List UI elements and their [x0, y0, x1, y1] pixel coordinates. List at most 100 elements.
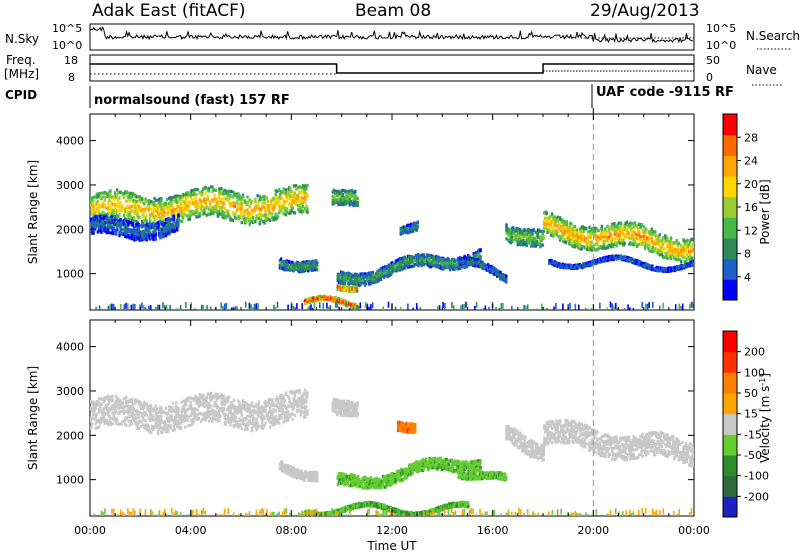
power-panel-cell — [597, 238, 600, 242]
power-panel-cell — [454, 259, 457, 263]
power-panel-cell — [256, 202, 259, 206]
power-panel-cell — [639, 237, 642, 241]
power-panel-cell — [114, 230, 118, 234]
power-panel-cell — [474, 260, 477, 264]
power-panel-cell — [648, 249, 651, 253]
power-panel-cell — [201, 191, 204, 196]
power-panel-cell — [275, 213, 279, 217]
power-panel-cell — [558, 238, 562, 242]
power-panel-cell — [615, 237, 618, 241]
power-panel-cell — [118, 220, 121, 224]
power-panel-cell — [108, 210, 111, 214]
power-panel-cell — [218, 210, 221, 214]
power-panel-cell — [577, 242, 580, 246]
power-panel-cell — [135, 237, 138, 241]
power-panel-cell — [359, 283, 362, 287]
power-panel-cell — [102, 226, 105, 230]
power-panel-cell — [509, 229, 513, 233]
power-panel-cell — [535, 239, 539, 244]
power-panel-cell — [258, 210, 262, 214]
power-panel-cell — [223, 188, 226, 193]
power-panel-cell — [472, 252, 475, 256]
power-panel-cell — [135, 199, 138, 203]
power-panel-cell — [284, 188, 288, 192]
power-panel-cell — [596, 242, 599, 246]
power-panel-cell — [136, 212, 139, 216]
power-panel-cell — [237, 192, 240, 196]
power-panel-cell — [691, 262, 694, 266]
power-panel-cell — [534, 244, 538, 248]
power-panel-cell — [572, 233, 575, 237]
power-panel-cell — [104, 191, 108, 195]
power-panel-cell — [267, 208, 271, 212]
power-panel-cell — [579, 228, 582, 232]
power-panel-cell — [595, 234, 598, 238]
power-panel-cell — [643, 246, 647, 250]
power-panel-cell — [437, 260, 440, 264]
power-panel-cell — [131, 232, 135, 236]
power-panel-cell — [285, 193, 289, 198]
power-panel-cell — [147, 233, 151, 237]
power-panel-cell — [537, 232, 540, 236]
power-panel-cell — [112, 226, 116, 230]
power-panel-cell — [204, 200, 207, 204]
power-panel-cell — [442, 258, 445, 262]
power-panel-cell — [625, 234, 629, 238]
power-panel-cell — [412, 228, 415, 232]
power-panel-cell — [600, 227, 604, 231]
power-panel-cell — [216, 200, 220, 204]
power-panel-cell — [684, 245, 687, 249]
power-panel-cell — [522, 239, 525, 243]
power-panel-cell — [304, 195, 307, 199]
power-panel-cell — [283, 200, 287, 204]
power-panel-cell — [686, 252, 690, 256]
power-panel-cell — [242, 214, 246, 218]
power-panel-cell — [356, 200, 359, 205]
power-panel-cell — [272, 208, 275, 212]
power-panel-cell — [574, 239, 578, 243]
power-panel-cell — [113, 206, 117, 210]
power-panel-cell — [253, 210, 256, 214]
power-panel-cell — [565, 227, 569, 231]
power-panel-cell — [625, 232, 629, 236]
power-panel-cell — [654, 230, 657, 234]
power-panel-cell — [251, 220, 255, 225]
power-panel-cell — [429, 259, 432, 263]
power-panel-cell — [495, 274, 499, 278]
power-panel-cell — [563, 219, 566, 223]
power-panel-cell — [100, 230, 103, 234]
power-panel-cell — [505, 276, 508, 281]
power-panel-cell — [525, 243, 528, 248]
power-panel-cell — [159, 220, 162, 224]
power-panel-cell — [298, 185, 301, 189]
power-panel-cell — [128, 217, 131, 221]
power-panel-cell — [605, 235, 608, 239]
power-panel-cell — [387, 268, 390, 272]
power-panel-cell — [638, 228, 641, 232]
power-panel-cell — [648, 243, 651, 247]
power-panel-cell — [144, 216, 147, 220]
power-panel-cell — [109, 192, 112, 196]
power-panel-cell — [429, 265, 432, 269]
power-panel-cell — [107, 201, 110, 205]
power-panel-cell — [190, 198, 194, 202]
power-panel-cell — [607, 229, 610, 233]
power-panel-cell — [689, 240, 692, 244]
power-panel-cell — [126, 213, 129, 217]
power-panel-cell — [293, 191, 297, 195]
power-panel-cell — [97, 207, 101, 211]
power-panel-cell — [122, 213, 126, 217]
power-panel-cell — [244, 209, 247, 213]
nsky-trace — [89, 26, 693, 44]
power-panel-cell — [219, 212, 222, 216]
power-panel-cell — [145, 226, 148, 230]
power-panel-cell — [683, 256, 686, 260]
power-panel-cell — [199, 207, 203, 211]
power-panel-cell — [143, 237, 146, 241]
power-panel-cell — [275, 189, 279, 193]
power-panel-cell — [315, 265, 318, 269]
power-panel-cell — [156, 204, 160, 208]
power-panel-cell — [343, 280, 346, 284]
power-panel-cell — [263, 221, 266, 225]
power-panel-cell — [656, 251, 659, 255]
